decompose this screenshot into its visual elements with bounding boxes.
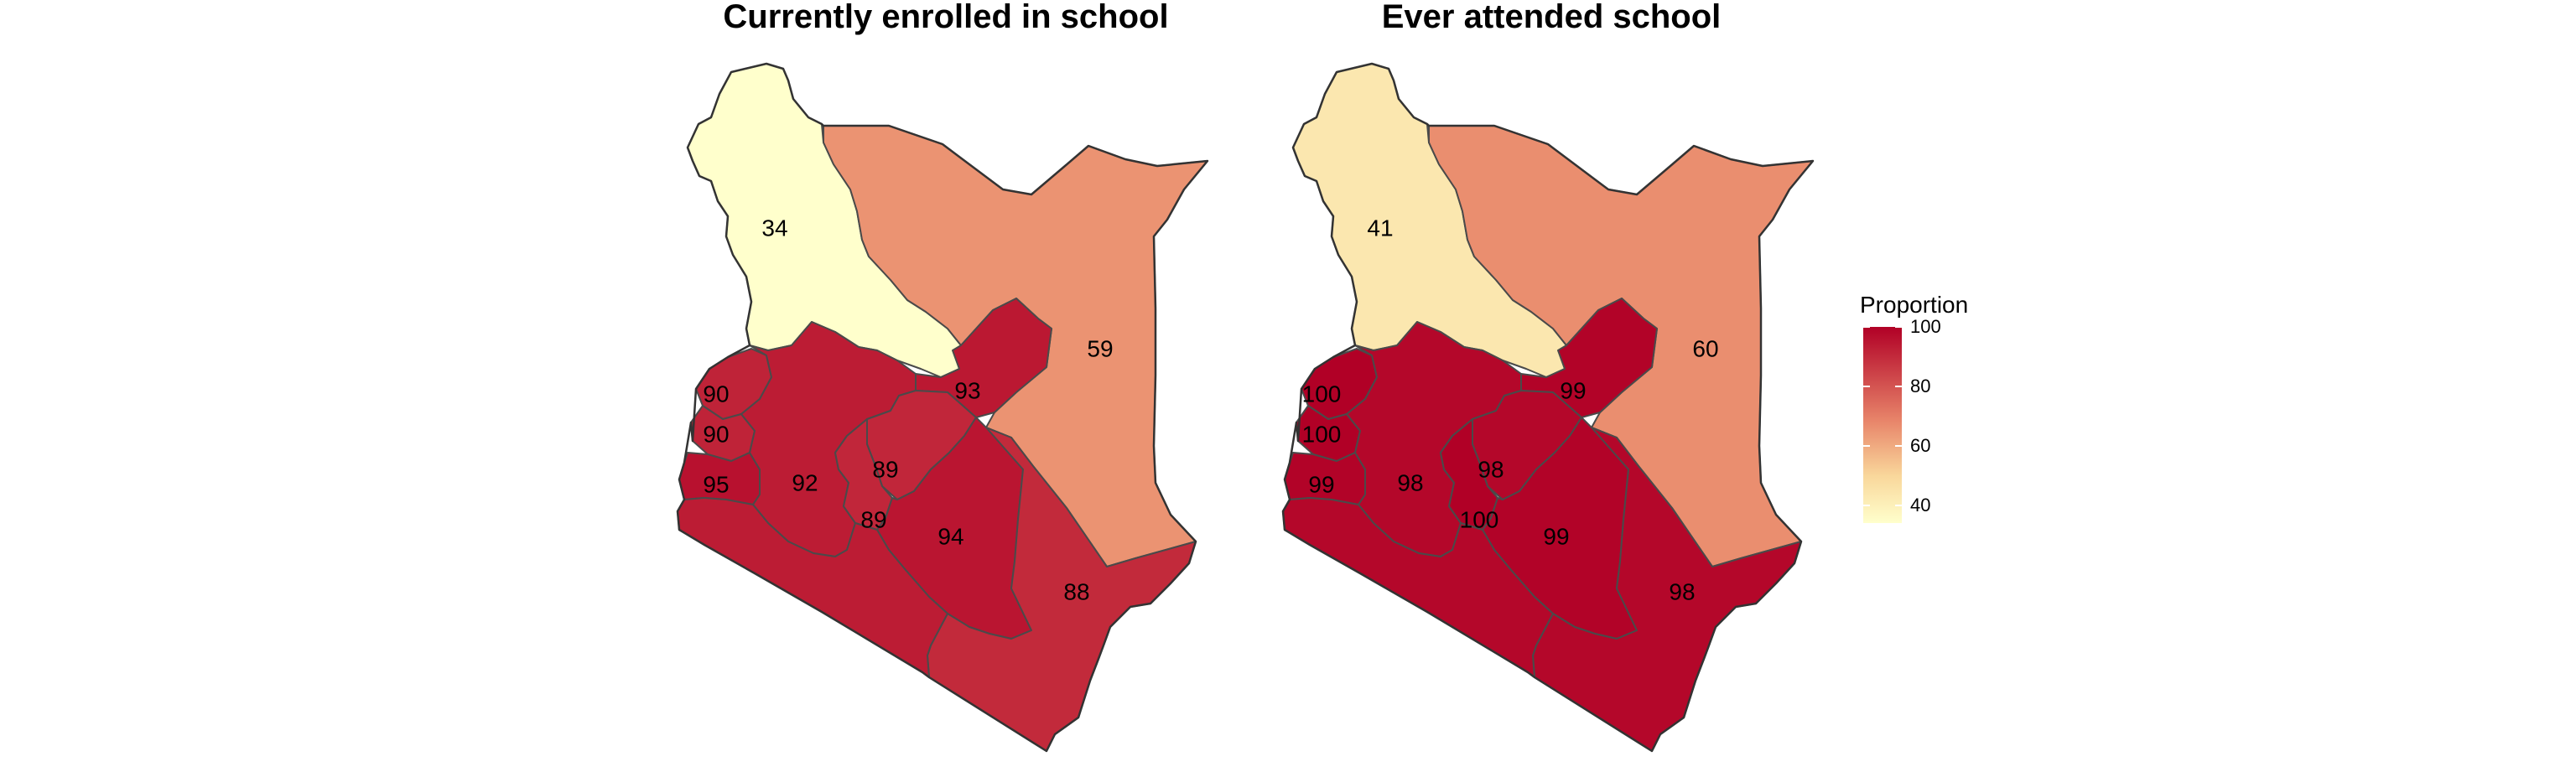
legend-color-bar — [1863, 327, 1902, 523]
value-label-north-west: 34 — [761, 215, 787, 241]
map-currently-enrolled: 34 59 93 90 90 95 92 89 89 94 88 — [676, 62, 1209, 753]
value-label-central: 89 — [872, 457, 898, 483]
value-label-coast: 98 — [1669, 579, 1695, 605]
value-label-west-2: 100 — [1302, 422, 1342, 448]
legend-tick-mark — [1863, 385, 1902, 387]
country-outline — [1281, 62, 1815, 753]
region-east-central — [1520, 298, 1658, 418]
value-label-north-east: 59 — [1087, 336, 1113, 362]
value-label-north-east: 60 — [1692, 336, 1718, 362]
region-east-central — [915, 298, 1052, 418]
legend-tick-label: 40 — [1910, 494, 1931, 516]
value-label-west-3: 99 — [1308, 472, 1334, 498]
value-label-north-west: 41 — [1367, 215, 1393, 241]
legend-tick-mark — [1863, 504, 1902, 506]
value-label-west-3: 95 — [703, 472, 729, 498]
value-label-west-1: 90 — [703, 381, 729, 407]
value-label-west-1: 100 — [1302, 381, 1342, 407]
legend-tick-label: 80 — [1910, 375, 1931, 396]
value-label-rift: 92 — [792, 470, 818, 496]
value-label-east-central: 99 — [1560, 378, 1586, 404]
left-panel-title: Currently enrolled in school — [723, 0, 1169, 35]
legend-tick-label: 60 — [1910, 434, 1931, 456]
legend-tick-label: 100 — [1910, 316, 1941, 337]
value-label-nairobi: 100 — [1460, 507, 1499, 533]
legend-tick-mark — [1863, 444, 1902, 447]
value-label-west-2: 90 — [703, 422, 729, 448]
value-label-nairobi: 89 — [860, 507, 886, 533]
value-label-south-east: 94 — [937, 524, 963, 550]
map-ever-attended: 41 60 99 100 100 99 98 98 100 99 98 — [1281, 62, 1815, 753]
value-label-coast: 88 — [1063, 579, 1089, 605]
right-panel-title: Ever attended school — [1381, 0, 1722, 35]
value-label-south-east: 99 — [1543, 524, 1569, 550]
value-label-central: 98 — [1478, 457, 1504, 483]
value-label-east-central: 93 — [954, 378, 980, 404]
country-outline — [676, 62, 1209, 753]
legend-title: Proportion — [1860, 292, 1969, 318]
legend-tick-mark — [1863, 326, 1902, 328]
value-label-rift: 98 — [1397, 470, 1423, 496]
